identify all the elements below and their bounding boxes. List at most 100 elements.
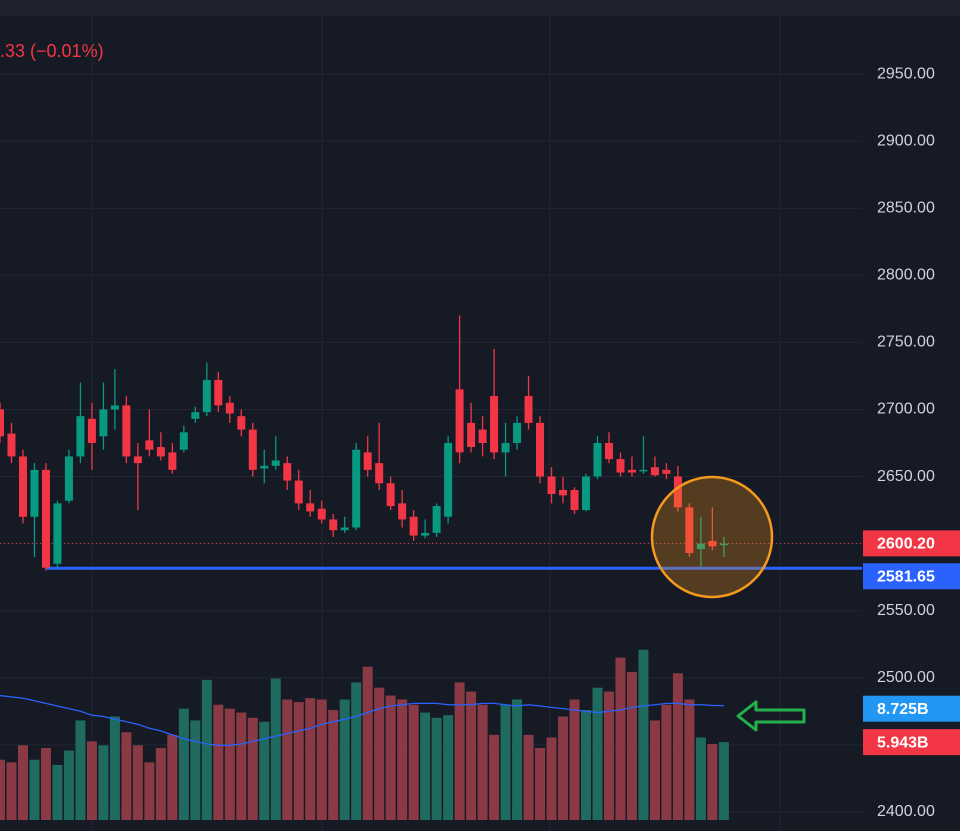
- volume-bar: [98, 745, 109, 820]
- candle-body: [581, 476, 590, 511]
- y-tick-label: 2700.00: [877, 401, 935, 418]
- volume-bar: [546, 737, 557, 820]
- volume-bar: [695, 737, 706, 820]
- candle-body: [604, 443, 613, 460]
- candle-body: [513, 422, 522, 444]
- candle-body: [685, 507, 694, 554]
- volume-bar: [17, 745, 28, 820]
- candle-body: [168, 452, 177, 470]
- volume-bar: [569, 699, 580, 820]
- candle-body: [639, 469, 648, 472]
- volume-label-box: [863, 729, 960, 756]
- volume-bar: [316, 699, 327, 820]
- candle-body: [30, 469, 39, 517]
- candle-body: [627, 469, 636, 473]
- volume-bar: [270, 678, 281, 820]
- volume-bar: [167, 734, 178, 820]
- volume-bar: [477, 704, 488, 820]
- price-axis: [862, 16, 960, 831]
- volume-bar: [672, 673, 683, 820]
- price-axis-labels: 2400.002450.002500.002550.002600.002650.…: [863, 65, 960, 820]
- volume-ma-label: 8.725B: [877, 701, 929, 718]
- candle-body: [719, 543, 728, 546]
- volume-bar: [500, 704, 511, 820]
- volume-bar: [374, 687, 385, 820]
- candle-body: [0, 409, 4, 437]
- candle-body: [76, 416, 85, 457]
- candle-body: [317, 508, 326, 520]
- last-price-label-box: [863, 530, 960, 557]
- volume-bar: [718, 742, 729, 820]
- volume-bar: [420, 712, 431, 820]
- volume-bar: [661, 704, 672, 820]
- candle-body: [708, 540, 717, 547]
- candle-body: [593, 443, 602, 477]
- candle-body: [363, 452, 372, 470]
- volume-bar: [523, 734, 534, 820]
- candle-body: [237, 416, 246, 430]
- candle-body: [673, 476, 682, 508]
- volume-bar: [489, 734, 500, 820]
- top-bar: [0, 0, 960, 16]
- volume-bar: [132, 745, 143, 820]
- volume-bar: [397, 699, 408, 820]
- volume-bar: [638, 649, 649, 820]
- volume-bar: [328, 709, 339, 820]
- candle-body: [156, 447, 165, 457]
- candle-body: [421, 532, 430, 536]
- candle-body: [64, 456, 73, 501]
- y-tick-label: 2500.00: [877, 669, 935, 686]
- candle-body: [53, 503, 62, 564]
- candle-body: [145, 440, 154, 450]
- volume-bar: [512, 699, 523, 820]
- candle-body: [536, 422, 545, 477]
- volume-bar: [282, 699, 293, 820]
- candle-body: [409, 516, 418, 536]
- candle-body: [248, 429, 257, 470]
- volume-bar: [707, 744, 718, 820]
- volume-bar: [52, 764, 63, 820]
- volume-bar: [178, 708, 189, 820]
- candle-body: [340, 527, 349, 531]
- candle-body: [398, 503, 407, 520]
- volume-bar: [339, 699, 350, 820]
- candle-body: [386, 483, 395, 507]
- candle-body: [225, 402, 234, 414]
- candle-body: [547, 476, 556, 494]
- support-label: 2581.65: [877, 568, 935, 585]
- candle-body: [260, 465, 269, 469]
- volume-bar: [224, 708, 235, 820]
- y-tick-label: 2850.00: [877, 199, 935, 216]
- volume-bar: [155, 747, 166, 820]
- volume-bar: [684, 699, 695, 820]
- candle-body: [99, 409, 108, 437]
- volume-bar: [305, 698, 316, 820]
- volume-label: 5.943B: [877, 734, 929, 751]
- candle-body: [271, 460, 280, 466]
- volume-bar: [385, 695, 396, 820]
- candle-body: [696, 543, 705, 549]
- volume-bar: [259, 721, 270, 820]
- candle-body: [41, 469, 50, 568]
- volume-bar: [351, 682, 362, 820]
- candle-body: [490, 396, 499, 453]
- candle-body: [306, 503, 315, 512]
- candle-body: [467, 422, 476, 448]
- volume-bar: [109, 716, 120, 820]
- candle-body: [133, 456, 142, 464]
- volume-bar: [615, 657, 626, 820]
- volume-bar: [75, 720, 86, 820]
- volume-bar: [592, 687, 603, 820]
- y-tick-label: 2400.00: [877, 803, 935, 820]
- y-tick-label: 2950.00: [877, 65, 935, 82]
- candle-body: [283, 463, 292, 481]
- y-tick-label: 2650.00: [877, 468, 935, 485]
- candle-body: [616, 459, 625, 473]
- candle-body: [191, 412, 200, 419]
- candle-body: [7, 433, 16, 457]
- y-tick-label: 2550.00: [877, 602, 935, 619]
- volume-bar: [6, 762, 17, 820]
- volume-bar: [535, 747, 546, 820]
- candle-body: [662, 469, 671, 474]
